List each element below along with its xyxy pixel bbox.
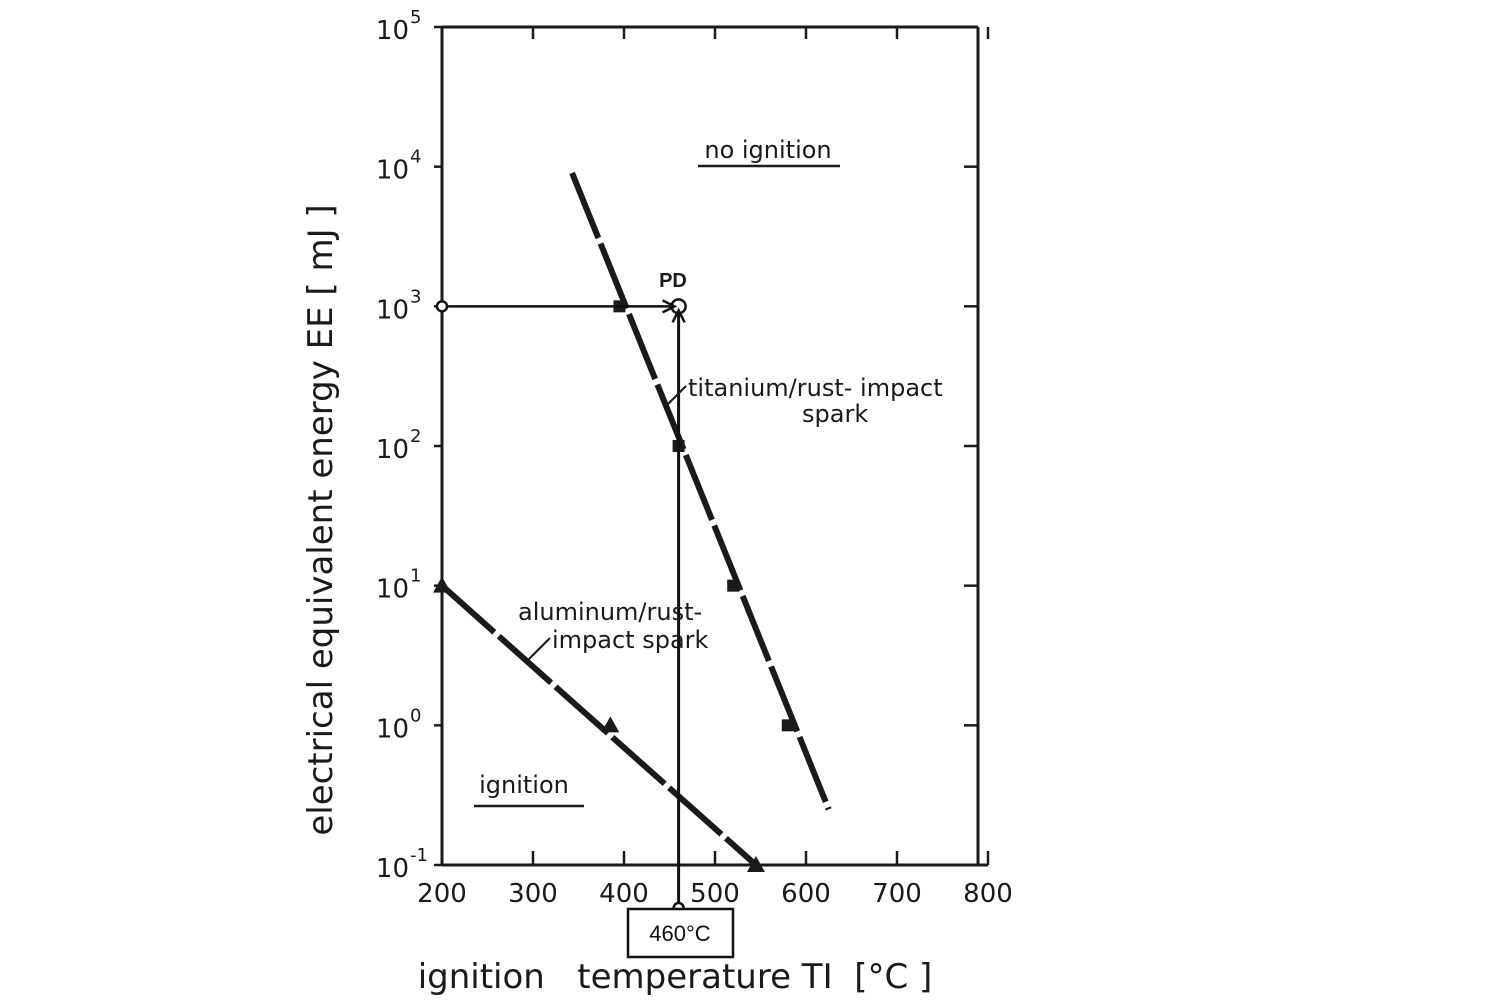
x-axis-title: ignition temperature TI [°C ] [418,957,933,997]
y-tick-label: 10 [376,714,409,744]
aluminum-point-marker [601,716,620,733]
x-tick-label: 700 [872,879,922,909]
horizontal-guide-arrow [662,299,678,314]
guide-start-circle [435,300,449,313]
y-tick-label: 10 [376,575,409,605]
titanium-leader [663,385,687,409]
aluminum-label-line2: impact spark [552,626,709,654]
x-tick-label: 200 [417,879,467,909]
x-tick-label: 800 [963,879,1013,909]
vertical-guide-arrow [671,307,686,323]
aluminum-point-marker [746,856,765,872]
y-tick-exponent: 0 [410,705,421,726]
aluminum-series-line [440,583,758,868]
x-axis: 200 300 400 500 600 700 800 [417,27,1013,909]
y-tick-exponent: 4 [410,147,421,168]
x-tick-label: 600 [781,879,831,909]
aluminum-label-line1: aluminum/rust- [518,598,702,626]
x-tick-label: 300 [508,879,558,909]
titanium-series-line [569,171,832,811]
y-tick-exponent: 1 [410,566,421,587]
y-tick-label: 10 [376,16,409,46]
aluminum-point-marker [433,576,451,593]
y-axis-title: electrical equivalent energy EE [ mJ ] [301,204,341,835]
y-tick-label: 10 [376,295,409,325]
pd-point [670,298,687,315]
y-tick-exponent: 3 [410,286,421,307]
series-layer [433,171,832,872]
ignition-label: ignition [479,771,569,799]
temperature-box [626,907,735,959]
pd-label: PD [659,270,687,292]
y-tick-label: 10 [376,854,409,884]
y-tick-exponent: 2 [410,426,421,447]
y-tick-exponent: 5 [410,7,421,28]
aluminum-leader [527,637,551,661]
titanium-label-line2: spark [802,400,868,428]
titanium-point-marker [727,579,740,592]
temperature-box-label: 460°C [649,921,711,946]
y-tick-label: 10 [376,156,409,186]
titanium-label-line1: titanium/rust- impact [688,374,943,402]
titanium-point-marker [781,719,794,732]
y-tick-exponent: -1 [410,845,428,866]
x-tick-label: 400 [599,879,649,909]
x-tick-label: 500 [690,879,740,909]
y-tick-label: 10 [376,435,409,465]
no-ignition-label: no ignition [704,136,831,164]
